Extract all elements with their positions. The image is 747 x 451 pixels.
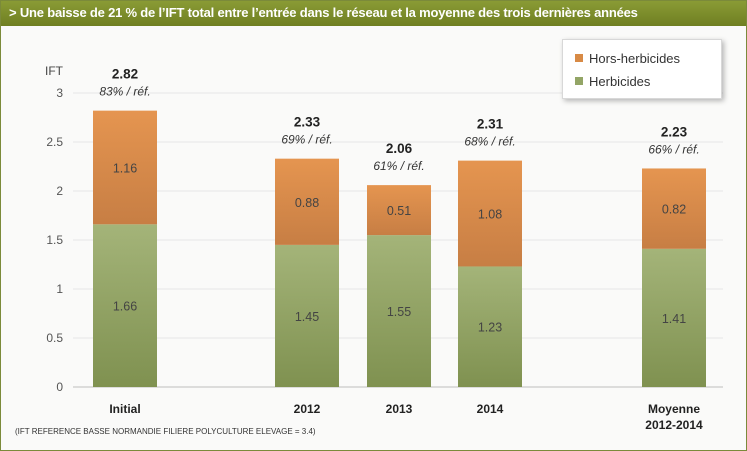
percent-label: 69% / réf. — [281, 133, 332, 147]
y-tick-label: 2 — [56, 184, 63, 198]
title-bar: > Une baisse de 21 % de l’IFT total entr… — [1, 1, 746, 26]
x-tick-label: Moyenne — [648, 402, 700, 416]
bar-herbicides — [93, 224, 157, 387]
x-tick-label: 2012-2014 — [645, 418, 703, 432]
data-label-herbicides: 1.66 — [113, 300, 137, 314]
legend-swatch-hors-herbicides — [575, 54, 583, 62]
total-label: 2.06 — [386, 141, 413, 156]
y-tick-label: 0 — [56, 380, 63, 394]
bar-hors-herbicides — [642, 168, 706, 249]
y-axis-label: IFT — [45, 64, 64, 78]
x-tick-label: 2013 — [386, 402, 413, 416]
y-tick-label: 0.5 — [46, 331, 63, 345]
bar-hors-herbicides — [93, 110, 157, 225]
total-label: 2.33 — [294, 115, 321, 130]
data-label-hors-herbicides: 0.88 — [295, 196, 319, 210]
data-label-herbicides: 1.41 — [662, 312, 686, 326]
x-tick-label: 2012 — [294, 402, 321, 416]
bar-herbicides — [458, 266, 522, 387]
bar-herbicides — [275, 244, 339, 387]
data-label-hors-herbicides: 0.51 — [387, 204, 411, 218]
bar-herbicides — [367, 235, 431, 387]
y-tick-label: 3 — [56, 86, 63, 100]
x-tick-label: Initial — [109, 402, 140, 416]
legend-item-hors-herbicides: Hors-herbicides — [575, 49, 680, 67]
bar-hors-herbicides — [275, 158, 339, 245]
total-label: 2.82 — [112, 67, 138, 82]
bar-hors-herbicides — [367, 185, 431, 236]
data-label-hors-herbicides: 1.16 — [113, 161, 137, 175]
footnote: (IFT REFERENCE BASSE NORMANDIE FILIERE P… — [15, 427, 316, 436]
percent-label: 61% / réf. — [373, 159, 424, 173]
data-label-herbicides: 1.23 — [478, 321, 502, 335]
data-label-herbicides: 1.45 — [295, 310, 319, 324]
legend-item-herbicides: Herbicides — [575, 72, 650, 90]
percent-label: 83% / réf. — [99, 85, 150, 99]
legend: Hors-herbicides Herbicides — [562, 39, 722, 99]
data-label-hors-herbicides: 1.08 — [478, 208, 502, 222]
x-tick-label: 2014 — [477, 402, 504, 416]
percent-label: 68% / réf. — [464, 135, 515, 149]
total-label: 2.31 — [477, 117, 504, 132]
y-tick-label: 2.5 — [46, 135, 63, 149]
title-text: Une baisse de 21 % de l’IFT total entre … — [19, 5, 638, 20]
bar-herbicides — [642, 248, 706, 387]
legend-swatch-herbicides — [575, 77, 583, 85]
data-label-hors-herbicides: 0.82 — [662, 203, 686, 217]
chart-title: > Une baisse de 21 % de l’IFT total entr… — [9, 5, 638, 20]
percent-label: 66% / réf. — [648, 142, 699, 156]
title-marker: > — [9, 5, 17, 20]
total-label: 2.23 — [661, 124, 688, 139]
legend-label-herbicides: Herbicides — [589, 73, 651, 89]
y-tick-label: 1.5 — [46, 233, 63, 247]
bar-hors-herbicides — [458, 160, 522, 267]
data-label-herbicides: 1.55 — [387, 305, 411, 319]
legend-label-hors-herbicides: Hors-herbicides — [589, 50, 681, 66]
y-tick-label: 1 — [56, 282, 63, 296]
